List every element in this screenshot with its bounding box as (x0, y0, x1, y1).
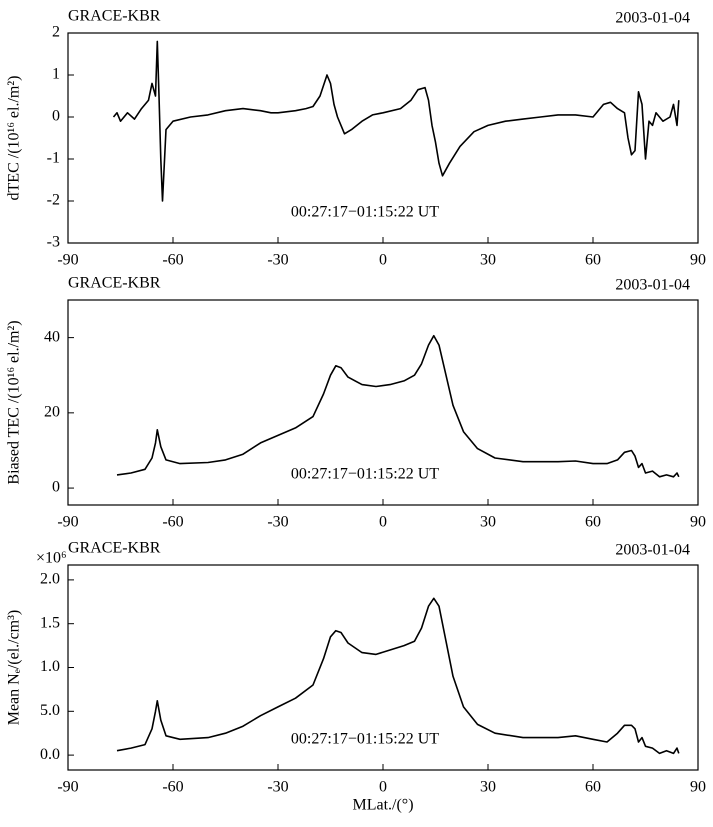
y-tick-label: 40 (44, 328, 60, 345)
y-tick-label: 0 (52, 108, 60, 125)
y-tick-label: 20 (44, 404, 60, 421)
x-tick-label: 30 (480, 514, 496, 531)
x-tick-label: 90 (690, 252, 706, 269)
x-tick-label: -60 (162, 779, 183, 796)
x-tick-label: -30 (267, 252, 288, 269)
time-annotation: 00:27:17−01:15:22 UT (291, 466, 439, 483)
x-tick-label: -30 (267, 514, 288, 531)
y-axis-label: Mean Nₑ/(el./cm³) (6, 610, 23, 726)
panel-date: 2003-01-04 (615, 10, 690, 27)
x-tick-label: 60 (585, 252, 601, 269)
x-tick-label: 90 (690, 779, 706, 796)
x-tick-label: 30 (480, 779, 496, 796)
y-tick-label: -3 (47, 234, 60, 251)
x-tick-label: 0 (379, 514, 387, 531)
x-tick-label: -30 (267, 779, 288, 796)
data-line (112, 40, 680, 202)
panel-date: 2003-01-04 (615, 542, 690, 559)
y-tick-label: 2.0 (40, 571, 60, 588)
x-tick-label: -90 (57, 252, 78, 269)
x-tick-label: 0 (379, 779, 387, 796)
x-tick-label: 0 (379, 252, 387, 269)
panel-title: GRACE-KBR (68, 540, 161, 557)
y-tick-label: 1.0 (40, 658, 60, 675)
y-multiplier: ×10⁶ (36, 550, 67, 567)
y-tick-label: -1 (47, 150, 60, 167)
data-line (116, 597, 680, 755)
x-tick-label: -60 (162, 252, 183, 269)
x-axis-label: MLat./(°) (352, 797, 413, 814)
x-tick-label: 30 (480, 252, 496, 269)
x-tick-label: 90 (690, 514, 706, 531)
x-tick-label: 60 (585, 779, 601, 796)
panel-date: 2003-01-04 (615, 277, 690, 294)
y-tick-label: 0.0 (40, 746, 60, 763)
y-tick-label: 1.5 (40, 614, 60, 631)
panel-title: GRACE-KBR (68, 8, 161, 25)
y-tick-label: 5.0 (40, 702, 60, 719)
x-tick-label: -90 (57, 779, 78, 796)
x-tick-label: 60 (585, 514, 601, 531)
y-tick-label: 0 (52, 479, 60, 496)
y-tick-label: -2 (47, 192, 60, 209)
x-tick-label: -90 (57, 514, 78, 531)
panel-title: GRACE-KBR (68, 275, 161, 292)
y-axis-label: dTEC /(10¹⁶ el./m²) (6, 76, 23, 201)
y-tick-label: 1 (52, 66, 60, 83)
time-annotation: 00:27:17−01:15:22 UT (291, 204, 439, 221)
x-tick-label: -60 (162, 514, 183, 531)
time-annotation: 00:27:17−01:15:22 UT (291, 731, 439, 748)
y-axis-label: Biased TEC /(10¹⁶ el./m²) (6, 320, 23, 484)
y-tick-label: 2 (52, 24, 60, 41)
data-line (116, 334, 680, 478)
